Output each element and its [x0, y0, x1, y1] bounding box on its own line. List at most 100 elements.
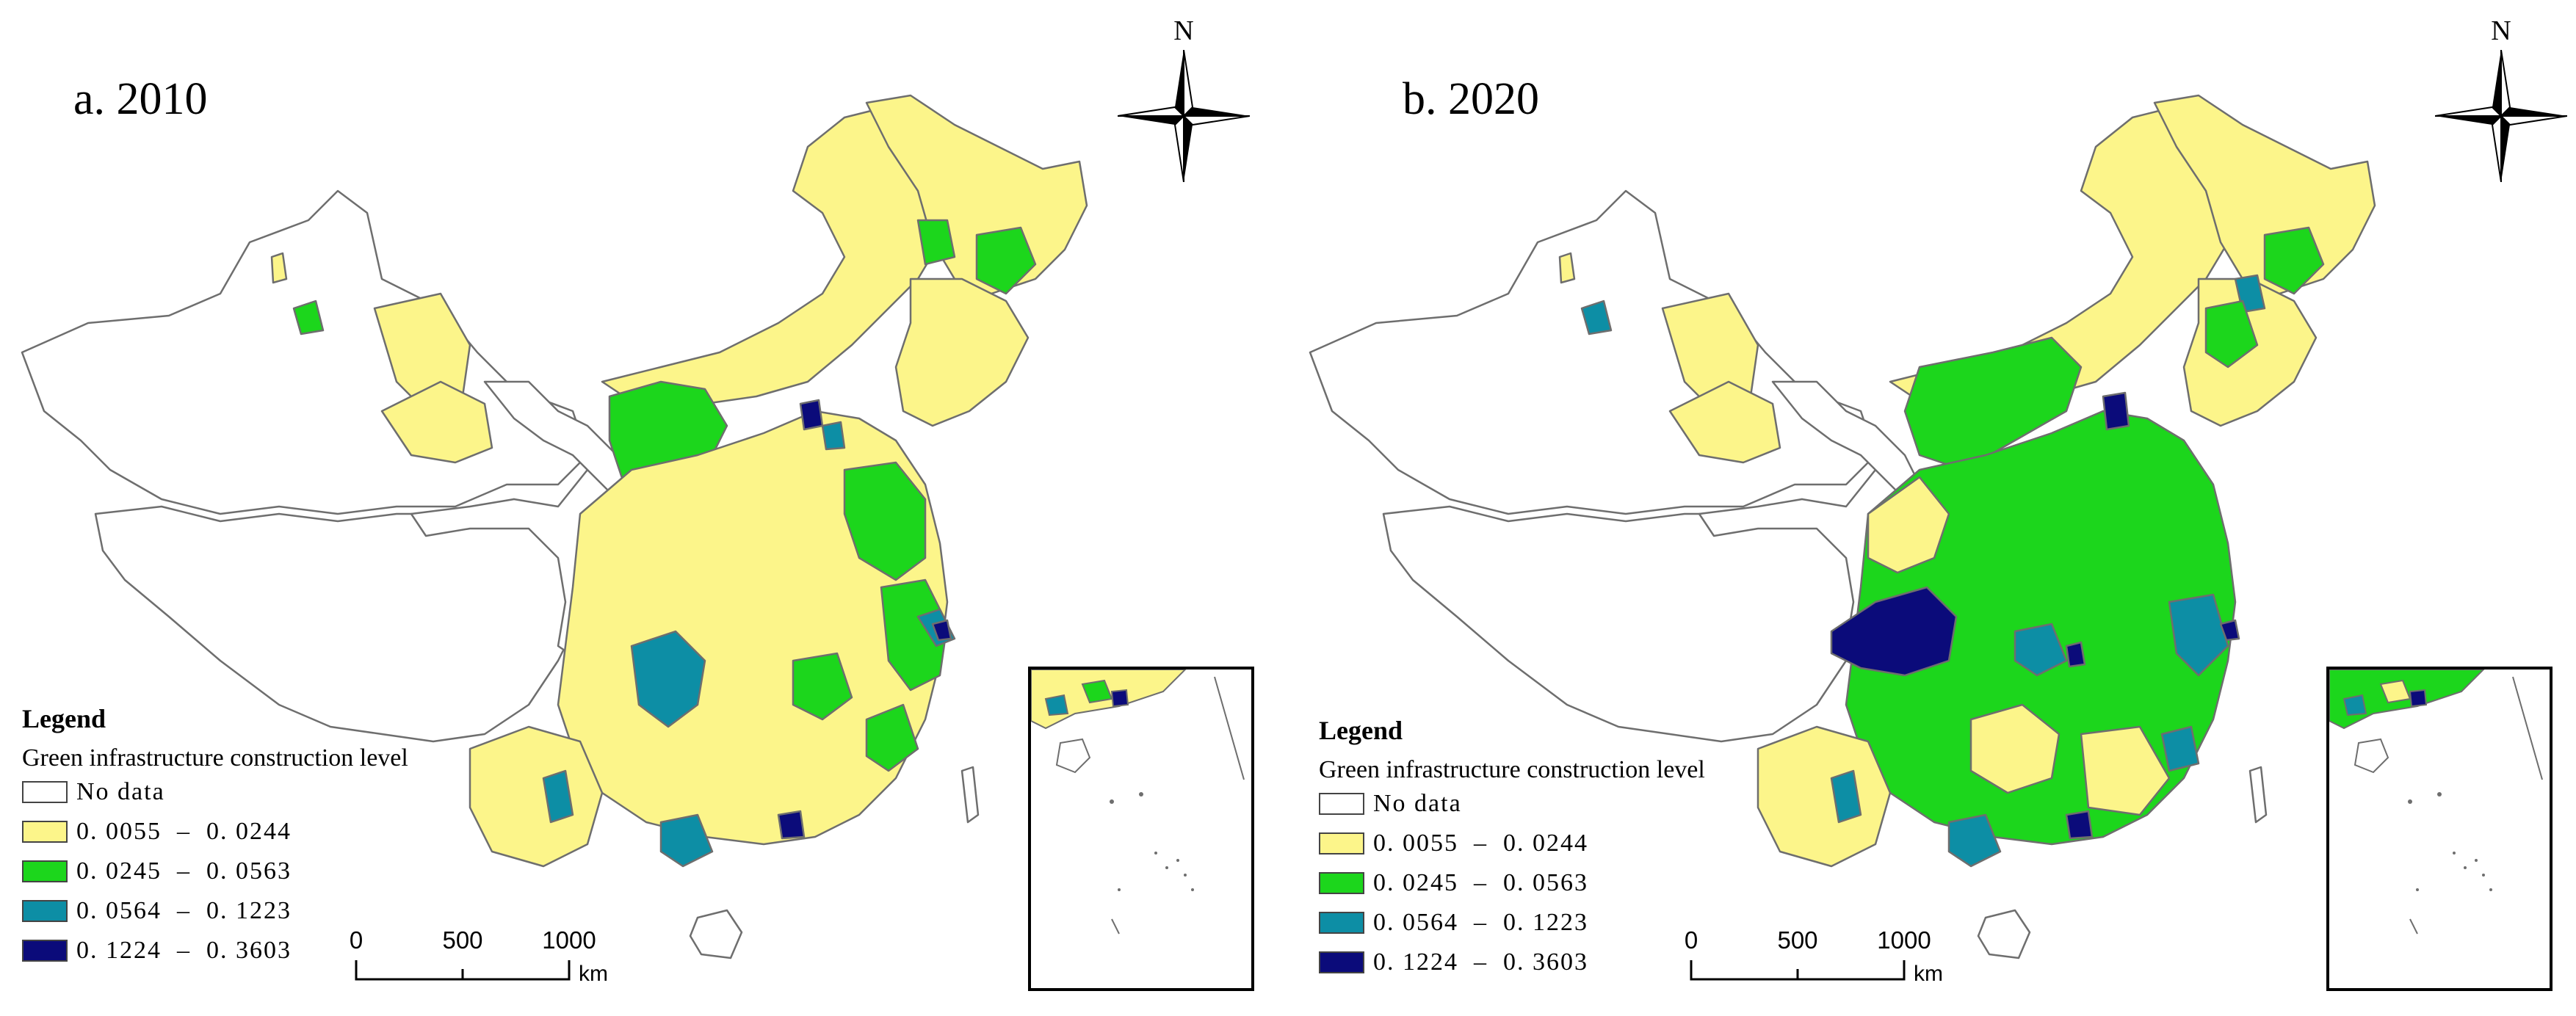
legend-label: 0. 0564 – 0. 1223 — [76, 897, 292, 924]
legend-item: 0. 0055 – 0. 0244 — [1319, 824, 1705, 863]
scale-tick-label: 1000 — [1877, 926, 1931, 954]
legend-item: 0. 0055 – 0. 0244 — [22, 812, 408, 852]
region-teal-nw-small — [1580, 300, 1613, 335]
legend: Legend Green infrastructure construction… — [22, 703, 408, 970]
region-xinjiang — [1309, 189, 1877, 515]
region-teal-tianjin — [821, 421, 846, 451]
legend-item: 0. 0564 – 0. 1223 — [22, 891, 408, 931]
region-teal-guangxi — [1947, 813, 2002, 868]
compass-rose-icon — [1118, 50, 1250, 182]
region-green-im — [1903, 336, 2083, 471]
legend-item: 0. 0245 – 0. 0563 — [22, 852, 408, 891]
region-green-nw-small — [292, 300, 325, 335]
scale-bar-line — [355, 960, 571, 981]
legend-item: No data — [1319, 784, 1705, 824]
region-teal-fujian — [2160, 725, 2200, 772]
region-green-ne1 — [975, 226, 1037, 295]
region-teal-sichuan — [630, 630, 706, 728]
region-jilin-liaoning — [894, 277, 1030, 427]
legend-item: 0. 0564 – 0. 1223 — [1319, 903, 1705, 943]
region-navy-hubei — [2065, 641, 2086, 668]
legend-label: 0. 0055 – 0. 0244 — [1373, 830, 1588, 857]
region-green-fujian — [865, 703, 919, 772]
region-navy-guangdong — [2065, 810, 2094, 840]
region-green-ne2 — [916, 219, 956, 266]
legend-label: 0. 1224 – 0. 3603 — [1373, 948, 1588, 976]
region-green-jiangsu — [880, 578, 949, 692]
compass-rose-icon — [2435, 50, 2567, 182]
region-tibet — [1382, 498, 1877, 743]
region-xinjiang — [21, 189, 589, 515]
legend-swatch — [1319, 951, 1364, 973]
legend-swatch — [22, 860, 68, 882]
region-heilongjiang — [865, 94, 1088, 295]
legend-label: 0. 1224 – 0. 3603 — [76, 937, 292, 964]
inset-map — [1031, 670, 1245, 935]
region-green-hunan — [792, 652, 853, 721]
south-china-sea-inset — [1028, 667, 1254, 991]
north-label: N — [2491, 15, 2511, 46]
legend-swatch — [1319, 872, 1364, 894]
region-green-east — [843, 461, 927, 581]
legend-label: No data — [1373, 790, 1462, 817]
region-heilongjiang — [2153, 94, 2376, 295]
legend-title: Legend — [1319, 716, 1403, 745]
legend-swatch — [22, 821, 68, 843]
region-yunnan — [1756, 725, 1892, 868]
china-map-2010 — [21, 94, 1088, 959]
region-teal-yunnan — [1830, 769, 1862, 824]
scale-unit: km — [1914, 962, 1943, 986]
legend-swatch — [1319, 832, 1364, 854]
map-panel-2020: b. 2020 N — [1288, 0, 2576, 1016]
legend-swatch — [22, 781, 68, 803]
north-arrow: N — [2435, 15, 2567, 184]
legend-title: Legend — [22, 704, 106, 733]
region-yellow-nw-small — [1558, 252, 1576, 284]
region-navy-shanghai — [931, 619, 952, 642]
region-teal-guangxi — [659, 813, 714, 868]
panel-title: a. 2010 — [73, 74, 208, 124]
region-teal-yunnan — [542, 769, 574, 824]
south-china-sea-inset — [2326, 667, 2553, 991]
region-yunnan — [468, 725, 604, 868]
region-navy-sichuan — [1830, 586, 1958, 677]
scale-tick-label: 1000 — [542, 926, 596, 954]
legend-label: 0. 0245 – 0. 0563 — [76, 857, 292, 885]
region-navy-beijing — [2102, 391, 2130, 431]
region-teal-hubei — [2014, 623, 2068, 677]
scale-bar-line — [1690, 960, 1906, 981]
legend-item: 0. 1224 – 0. 3603 — [22, 931, 408, 970]
north-arrow: N — [1118, 15, 1250, 184]
legend-label: 0. 0245 – 0. 0563 — [1373, 869, 1588, 896]
region-inner-mongolia — [601, 109, 941, 413]
region-hainan — [689, 909, 743, 959]
region-hainan — [1977, 909, 2031, 959]
scale-bar: 0 500 1000 km — [345, 926, 654, 993]
legend-item: 0. 1224 – 0. 3603 — [1319, 943, 1705, 982]
legend-label: 0. 0564 – 0. 1223 — [1373, 909, 1588, 936]
region-navy-shanghai — [2219, 619, 2240, 642]
scale-bar: 0 500 1000 km — [1680, 926, 1989, 993]
region-yellow-nw2 — [380, 380, 493, 464]
scale-tick-label: 500 — [1777, 926, 1818, 954]
legend-subtitle: Green infrastructure construction level — [1319, 756, 1705, 783]
region-navy-guangdong — [777, 810, 806, 840]
legend: Legend Green infrastructure construction… — [1319, 715, 1705, 982]
scale-tick-label: 500 — [442, 926, 483, 954]
map-panel-2010: a. 2010 N — [21, 15, 1254, 993]
legend-label: No data — [76, 778, 165, 805]
china-map-2020 — [1309, 94, 2376, 959]
legend-label: 0. 0055 – 0. 0244 — [76, 818, 292, 845]
legend-swatch — [1319, 793, 1364, 815]
panel-title: b. 2020 — [1403, 74, 1539, 124]
region-yellow-center — [1969, 703, 2061, 794]
region-teal-east — [2168, 593, 2229, 677]
legend-swatch — [22, 940, 68, 962]
legend-swatch — [1319, 912, 1364, 934]
scale-unit: km — [579, 962, 608, 986]
legend-swatch — [22, 900, 68, 922]
legend-subtitle: Green infrastructure construction level — [22, 744, 408, 772]
inset-map — [2329, 670, 2543, 935]
legend-item: No data — [22, 772, 408, 812]
region-green-ne2 — [2204, 300, 2259, 369]
